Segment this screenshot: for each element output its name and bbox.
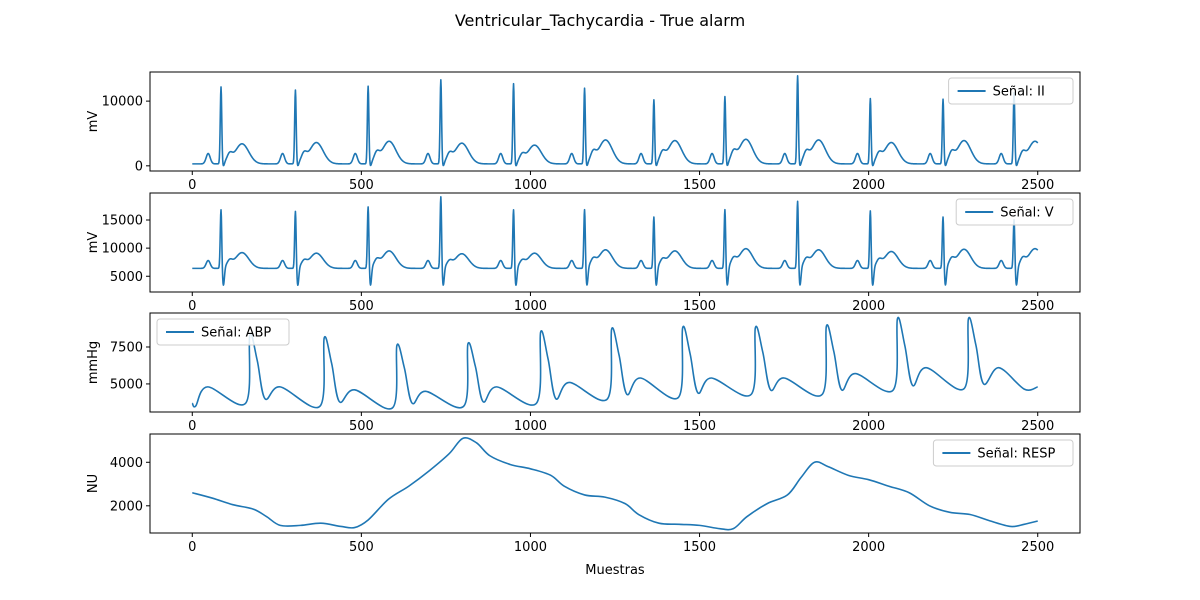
- x-tick-label-3-1000: 1000: [514, 419, 547, 434]
- x-tick-label-4-1500: 1500: [683, 540, 716, 555]
- x-tick-label-3-0: 0: [188, 419, 196, 434]
- x-tick-label-2-0: 0: [188, 299, 196, 314]
- y-tick-label-2-15000: 15000: [102, 214, 143, 229]
- x-tick-label-2-500: 500: [349, 299, 374, 314]
- legend-box-4: [932, 439, 1074, 467]
- axes-frame-4: [149, 433, 1081, 534]
- axes-frame-2: [149, 192, 1081, 293]
- y-tick-label-1-10000: 10000: [102, 95, 143, 110]
- series-line-3-1: [191, 316, 1038, 410]
- legend-label-1: Señal: II: [993, 85, 1045, 100]
- x-tick-label-2-1500: 1500: [683, 299, 716, 314]
- axes-frame-1: [149, 71, 1081, 172]
- figure-title: Ventricular_Tachycardia - True alarm: [455, 11, 745, 31]
- legend-box-1: [948, 77, 1074, 105]
- series-line-4-1: [192, 437, 1038, 531]
- x-tick-label-1-1000: 1000: [514, 178, 547, 193]
- legend-label-4: Señal: RESP: [977, 447, 1055, 462]
- x-tick-label-1-500: 500: [349, 178, 374, 193]
- y-axis-label-1: mV: [86, 111, 101, 133]
- x-tick-label-1-1500: 1500: [683, 178, 716, 193]
- x-tick-label-2-2500: 2500: [1021, 299, 1054, 314]
- y-tick-label-3-7500: 7500: [110, 340, 143, 355]
- x-tick-label-3-1500: 1500: [683, 419, 716, 434]
- legend-box-3: [156, 318, 290, 346]
- y-tick-label-4-2000: 2000: [110, 499, 143, 514]
- x-axis-label: Muestras: [585, 563, 645, 578]
- legend-3: Señal: ABP: [156, 318, 290, 346]
- x-tick-label-3-2000: 2000: [852, 419, 885, 434]
- series-line-2-1: [191, 196, 1039, 286]
- x-tick-label-1-2000: 2000: [852, 178, 885, 193]
- y-tick-label-4-4000: 4000: [110, 456, 143, 471]
- legend-4: Señal: RESP: [932, 439, 1074, 467]
- x-tick-label-4-2000: 2000: [852, 540, 885, 555]
- y-tick-label-2-5000: 5000: [110, 270, 143, 285]
- x-tick-label-4-500: 500: [349, 540, 374, 555]
- x-tick-label-4-1000: 1000: [514, 540, 547, 555]
- legend-1: Señal: II: [948, 77, 1074, 105]
- axes-frame-3: [149, 312, 1081, 413]
- x-tick-label-1-2500: 2500: [1021, 178, 1054, 193]
- series-line-1-1: [191, 75, 1039, 167]
- y-axis-label-4: NU: [86, 474, 101, 493]
- subplot-3: 0 500 1000 1500 2000 2500 5000 7500 mmHg Señal: A…: [86, 312, 1081, 434]
- subplot-4: 0 500 1000 1500 2000 2500 2000 4000 NU Señal: RES…: [86, 433, 1081, 555]
- x-tick-label-3-500: 500: [349, 419, 374, 434]
- x-tick-label-4-2500: 2500: [1021, 540, 1054, 555]
- y-axis-label-2: mV: [86, 232, 101, 254]
- x-tick-label-2-1000: 1000: [514, 299, 547, 314]
- x-tick-label-3-2500: 2500: [1021, 419, 1054, 434]
- x-tick-label-4-0: 0: [188, 540, 196, 555]
- y-tick-label-3-5000: 5000: [110, 377, 143, 392]
- legend-box-2: [955, 198, 1074, 226]
- legend-label-3: Señal: ABP: [201, 326, 271, 341]
- legend-label-2: Señal: V: [1000, 206, 1054, 221]
- legend-2: Señal: V: [955, 198, 1074, 226]
- x-tick-label-1-0: 0: [188, 178, 196, 193]
- y-tick-label-2-10000: 10000: [102, 242, 143, 257]
- x-tick-label-2-2000: 2000: [852, 299, 885, 314]
- y-axis-label-3: mmHg: [86, 341, 101, 384]
- y-tick-label-1-0: 0: [135, 159, 143, 174]
